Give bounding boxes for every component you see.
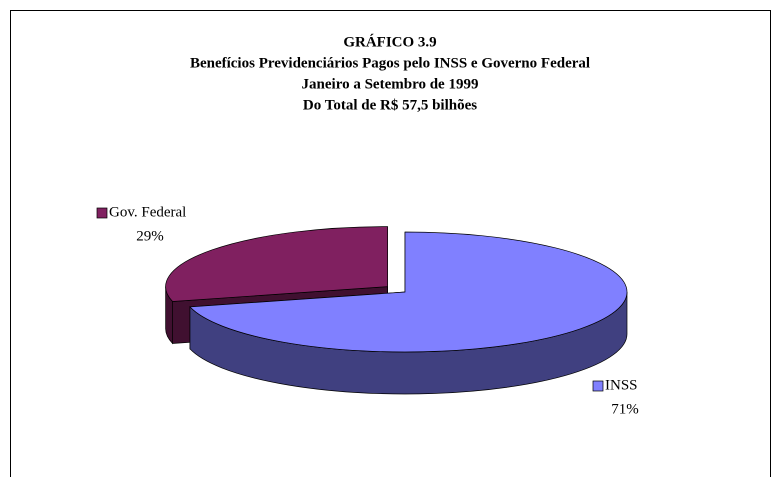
slice-label: INSS [605,377,638,393]
slice [189,231,628,353]
chart-subtitle: Do Total de R$ 57,5 bilhões [303,97,477,113]
chart-subtitle: Benefícios Previdenciários Pagos pelo IN… [190,55,590,71]
slice [165,226,388,302]
legend-key [592,380,604,392]
value-label: 29% [136,228,164,244]
legend-key [96,207,108,219]
slice-label: Gov. Federal [109,204,186,220]
chart-border [10,10,771,477]
chart-title: GRÁFICO 3.9 [343,33,436,50]
chart-subtitle: Janeiro a Setembro de 1999 [302,76,479,92]
value-label: 71% [611,401,639,417]
